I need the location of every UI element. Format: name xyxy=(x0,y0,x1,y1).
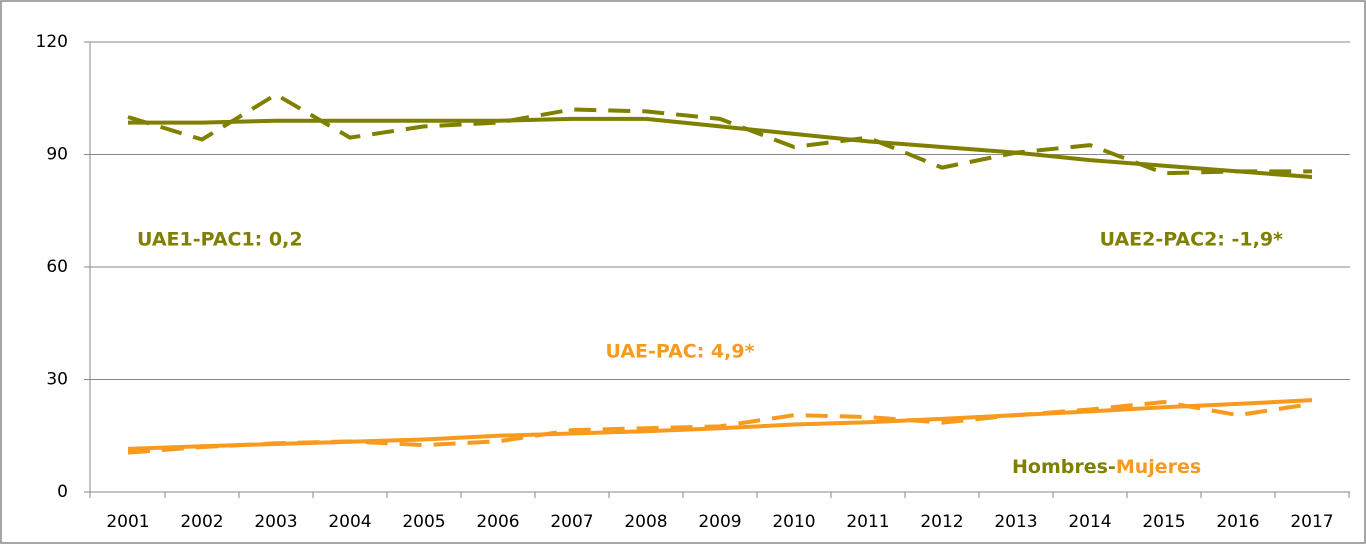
x-tick-label: 2017 xyxy=(1290,512,1333,532)
annotation: UAE1-PAC1: 0,2 xyxy=(137,229,303,251)
x-tick-label: 2004 xyxy=(328,512,371,532)
annotation: UAE2-PAC2: -1,9* xyxy=(1100,229,1283,251)
x-tick-label: 2014 xyxy=(1068,512,1111,532)
legend-part: Hombres xyxy=(1012,456,1108,478)
y-tick-label: 90 xyxy=(46,145,68,165)
x-tick-label: 2009 xyxy=(698,512,741,532)
x-tick-label: 2002 xyxy=(180,512,223,532)
legend-note: Hombres-Mujeres xyxy=(1012,456,1201,478)
x-tick-label: 2008 xyxy=(624,512,667,532)
x-tick-label: 2003 xyxy=(254,512,297,532)
x-tick-label: 2013 xyxy=(994,512,1037,532)
x-tick-label: 2001 xyxy=(106,512,149,532)
y-tick-label: 30 xyxy=(46,370,68,390)
observed-line xyxy=(127,92,1312,176)
x-tick-label: 2006 xyxy=(476,512,519,532)
x-tick-label: 2010 xyxy=(772,512,815,532)
x-tick-label: 2005 xyxy=(402,512,445,532)
annotation: UAE-PAC: 4,9* xyxy=(605,341,754,363)
x-tick-label: 2015 xyxy=(1142,512,1185,532)
legend-part: Mujeres xyxy=(1116,456,1201,478)
x-tick-label: 2016 xyxy=(1216,512,1259,532)
trend-line xyxy=(127,398,1313,451)
x-tick-label: 2011 xyxy=(846,512,889,532)
x-tick-label: 2012 xyxy=(920,512,963,532)
y-tick-label: 60 xyxy=(46,257,68,277)
legend-part: - xyxy=(1108,456,1116,478)
y-tick-label: 120 xyxy=(36,32,68,52)
trend-line xyxy=(128,116,1313,179)
x-tick-label: 2007 xyxy=(550,512,593,532)
y-tick-label: 0 xyxy=(57,482,68,502)
